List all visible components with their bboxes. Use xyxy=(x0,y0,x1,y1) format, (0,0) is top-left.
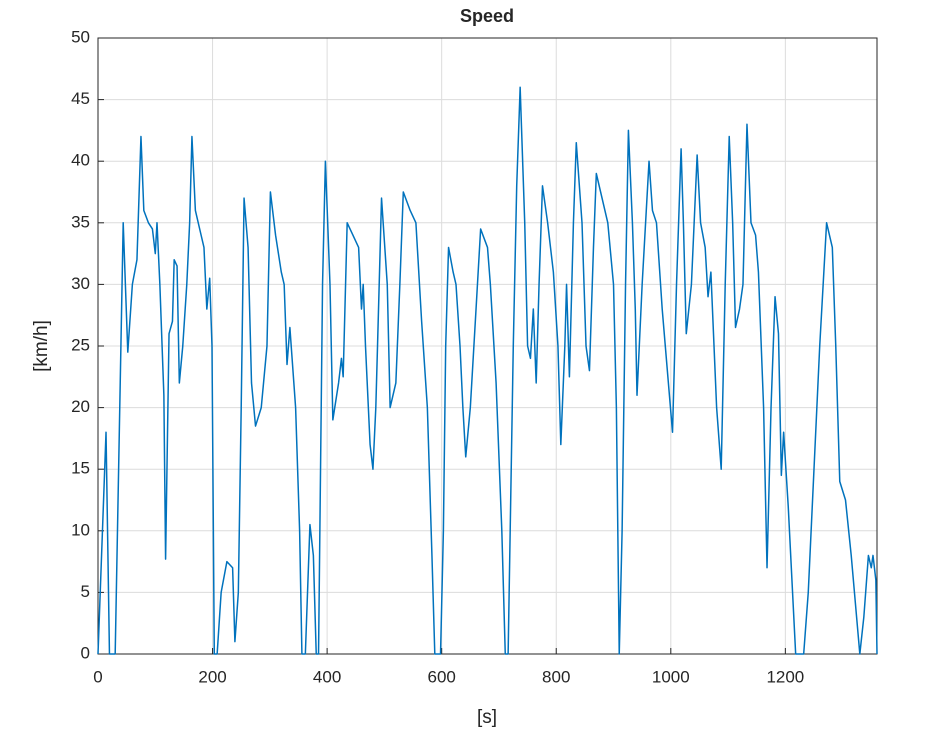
y-tick-label: 25 xyxy=(71,335,90,354)
y-tick-label: 20 xyxy=(71,397,90,416)
x-tick-label: 0 xyxy=(93,667,102,686)
x-tick-label: 400 xyxy=(313,667,341,686)
y-axis-label: [km/h] xyxy=(31,320,52,372)
plot-frame xyxy=(97,37,878,655)
y-tick-label: 30 xyxy=(71,274,90,293)
y-tick-label: 15 xyxy=(71,459,90,478)
y-tick-label: 35 xyxy=(71,212,90,231)
y-tick-label: 10 xyxy=(71,520,90,539)
y-tick-label: 50 xyxy=(71,27,90,46)
x-tick-label: 600 xyxy=(427,667,455,686)
x-tick-label: 800 xyxy=(542,667,570,686)
x-tick-label: 1200 xyxy=(766,667,804,686)
y-tick-label: 0 xyxy=(81,643,90,662)
x-tick-label: 1000 xyxy=(652,667,690,686)
y-tick-label: 5 xyxy=(81,582,90,601)
x-tick-label: 200 xyxy=(198,667,226,686)
line-series xyxy=(97,86,878,655)
y-tick-label: 40 xyxy=(71,151,90,170)
chart-title: Speed xyxy=(460,6,514,26)
y-tick-label: 45 xyxy=(71,89,90,108)
x-axis-label: [s] xyxy=(477,707,497,728)
